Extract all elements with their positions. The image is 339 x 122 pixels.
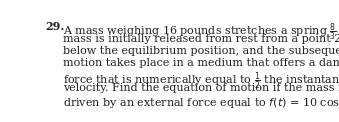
Text: force that is numerically equal to $\frac{1}{2}$ the instantaneous: force that is numerically equal to $\fra… [63, 71, 339, 92]
Text: velocity. Find the equation of motion if the mass is: velocity. Find the equation of motion if… [63, 83, 339, 93]
Text: 29.: 29. [45, 21, 65, 32]
Text: motion takes place in a medium that offers a damping: motion takes place in a medium that offe… [63, 58, 339, 68]
Text: A mass weighing 16 pounds stretches a spring $\frac{8}{3}$ feet. The: A mass weighing 16 pounds stretches a sp… [63, 21, 339, 43]
Text: driven by an external force equal to $f(t)$ = 10 cos 3$t$.: driven by an external force equal to $f(… [63, 96, 339, 110]
Text: below the equilibrium position, and the subsequent: below the equilibrium position, and the … [63, 46, 339, 56]
Text: mass is initially released from rest from a point 2 feet: mass is initially released from rest fro… [63, 34, 339, 44]
